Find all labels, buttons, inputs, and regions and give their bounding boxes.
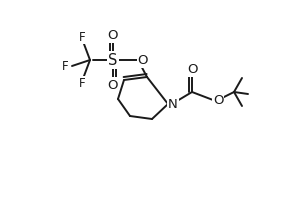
Text: F: F <box>79 31 85 43</box>
Text: O: O <box>138 54 148 67</box>
Text: F: F <box>79 76 85 89</box>
Text: F: F <box>62 59 68 73</box>
Text: S: S <box>108 52 118 67</box>
Text: O: O <box>213 94 223 107</box>
Text: N: N <box>168 98 178 110</box>
Text: O: O <box>187 62 197 76</box>
Text: O: O <box>108 28 118 42</box>
Text: O: O <box>108 79 118 92</box>
